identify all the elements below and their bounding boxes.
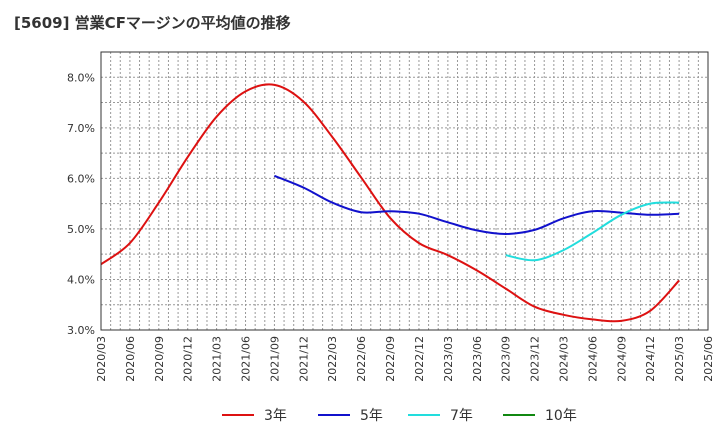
legend-label: 5年 <box>360 408 383 424</box>
legend: 3年 5年 7年 10年 <box>222 408 577 424</box>
series-lines <box>100 83 680 323</box>
y-tick-label: 7.0% <box>67 122 95 135</box>
x-tick-label: 2022/06 <box>355 336 368 382</box>
x-tick-label: 2024/09 <box>615 336 628 382</box>
series-line-7年 <box>505 201 680 262</box>
x-tick-label: 2021/03 <box>211 336 224 382</box>
x-tick-label: 2025/06 <box>702 336 715 382</box>
x-tick-label: 2023/06 <box>471 336 484 382</box>
plot-frame <box>100 51 709 331</box>
x-tick-label: 2022/12 <box>413 336 426 382</box>
series-line-5年 <box>274 174 680 235</box>
x-tick-label: 2023/09 <box>500 336 513 382</box>
x-tick-label: 2020/03 <box>95 336 108 382</box>
series-line-3年 <box>100 83 680 323</box>
x-tick-label: 2021/12 <box>297 336 310 382</box>
y-tick-label: 4.0% <box>67 273 95 286</box>
x-tick-label: 2021/09 <box>268 336 281 382</box>
x-tick-label: 2020/12 <box>182 336 195 382</box>
legend-label: 7年 <box>450 408 473 424</box>
x-tick-label: 2023/12 <box>529 336 542 382</box>
x-tick-label: 2024/06 <box>586 336 599 382</box>
x-tick-label: 2022/03 <box>326 336 339 382</box>
x-tick-label: 2024/03 <box>557 336 570 382</box>
x-tick-label: 2024/12 <box>644 336 657 382</box>
y-tick-label: 8.0% <box>67 71 95 84</box>
x-tick-label: 2023/03 <box>442 336 455 382</box>
x-tick-label: 2025/03 <box>673 336 686 382</box>
x-tick-label: 2022/09 <box>384 336 397 382</box>
y-tick-label: 6.0% <box>67 172 95 185</box>
legend-label: 10年 <box>545 408 577 424</box>
x-tick-label: 2020/09 <box>153 336 166 382</box>
chart-title: [5609] 営業CFマージンの平均値の推移 <box>14 14 291 32</box>
y-axis: 3.0% 4.0% 5.0% 6.0% 7.0% 8.0% <box>67 71 95 337</box>
x-tick-label: 2021/06 <box>240 336 253 382</box>
y-tick-label: 3.0% <box>67 324 95 337</box>
grid <box>100 52 709 331</box>
legend-label: 3年 <box>264 408 287 424</box>
x-tick-label: 2020/06 <box>124 336 137 382</box>
y-tick-label: 5.0% <box>67 223 95 236</box>
x-axis: 2020/03 2020/06 2020/09 2020/12 2021/03 2021/… <box>95 336 715 382</box>
